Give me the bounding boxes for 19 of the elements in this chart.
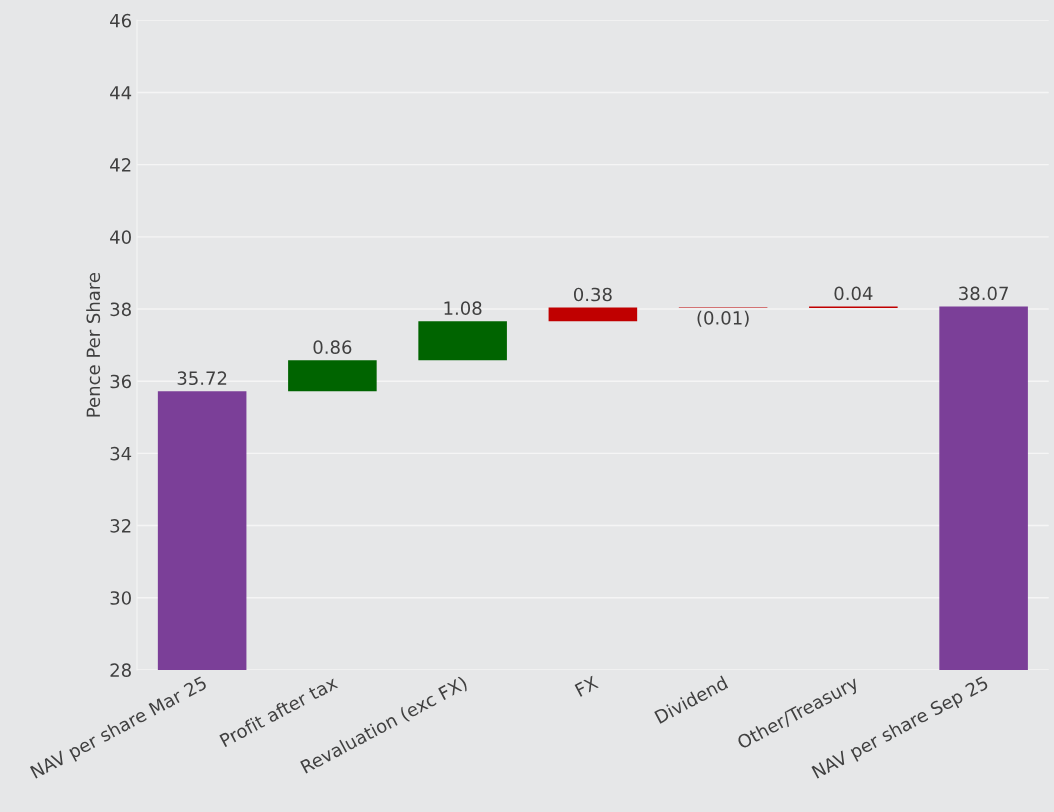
data-label: 1.08 [444,301,482,316]
y-tick-label: 32 [110,519,131,533]
data-label: 38.07 [959,286,1008,301]
y-tick-label: 28 [110,663,131,678]
y-tick-label: 46 [110,13,132,28]
y-tick-label: 38 [110,302,131,317]
data-label: (0.01) [697,310,749,327]
y-tick-label: 30 [110,591,131,605]
y-tick-label: 36 [110,374,132,389]
data-label: 35.72 [177,371,227,386]
y-axis-title: Pence Per Share [86,272,101,417]
y-tick-label: 42 [110,158,131,172]
y-tick-label: 34 [110,446,132,461]
data-label: 0.38 [573,287,612,302]
x-tick-label: FX [574,675,599,697]
y-tick-label: 44 [110,86,132,100]
y-tick-label: 40 [110,230,131,244]
data-label: 0.86 [313,340,352,354]
data-label: 0.04 [834,286,873,301]
